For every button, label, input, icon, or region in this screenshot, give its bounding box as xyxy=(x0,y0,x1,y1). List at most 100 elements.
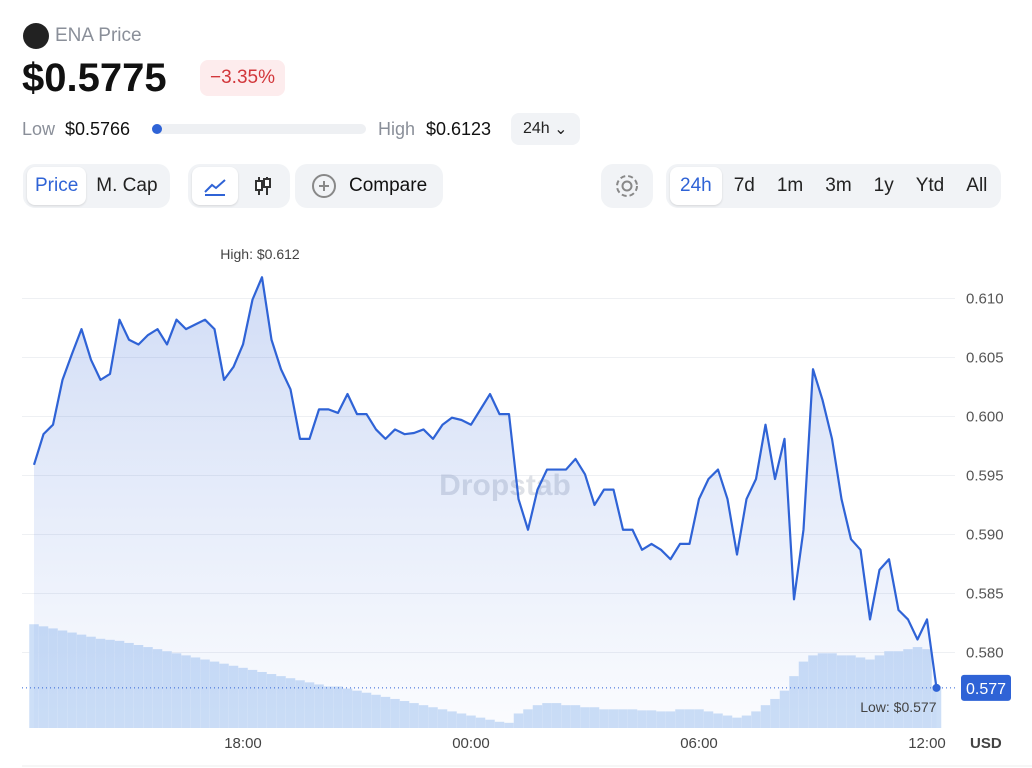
volume-bar xyxy=(76,634,87,728)
volume-bar xyxy=(57,630,68,728)
volume-bar xyxy=(124,642,134,728)
x-tick-label: 12:00 xyxy=(908,735,946,752)
tab-price[interactable]: Price xyxy=(27,167,87,205)
volume-bar xyxy=(380,696,391,728)
volume-bar xyxy=(542,703,552,728)
volume-bar xyxy=(209,661,220,728)
volume-bar xyxy=(722,715,733,728)
line-chart-btn[interactable] xyxy=(192,167,238,205)
settings-btn[interactable] xyxy=(601,164,653,208)
volume-bar xyxy=(409,703,419,728)
volume-bar xyxy=(190,657,201,728)
timeframe-tab[interactable]: 1y xyxy=(873,175,894,196)
volume-bar xyxy=(504,722,514,728)
volume-bar xyxy=(789,676,799,728)
volume-bar xyxy=(589,707,600,728)
volume-bar xyxy=(314,684,324,728)
volume-bar xyxy=(770,698,780,728)
volume-bar xyxy=(684,709,695,728)
volume-bar xyxy=(257,671,267,728)
volume-bar xyxy=(342,688,353,728)
volume-bar xyxy=(931,686,942,728)
candle-chart-btn[interactable] xyxy=(240,167,286,205)
volume-bar xyxy=(855,657,866,728)
volume-bar xyxy=(447,711,457,728)
low-annotation: Low: $0.577 xyxy=(860,699,936,715)
compare-text: Compare xyxy=(349,175,428,196)
timeframe-tab[interactable]: 3m xyxy=(825,175,852,196)
candle-icon xyxy=(255,177,271,195)
timeframe-tab[interactable]: Ytd xyxy=(915,175,945,196)
volume-bar xyxy=(874,655,885,728)
y-tick-label: 0.605 xyxy=(966,349,1004,366)
volume-bar xyxy=(428,707,438,728)
volume-bar xyxy=(276,676,286,728)
timeframe-tab[interactable]: 1m xyxy=(776,175,804,196)
range-select[interactable]: 24h ⌄ xyxy=(511,113,580,145)
price-badge-text: 0.577 xyxy=(966,681,1006,698)
volume-bar xyxy=(922,649,932,728)
range-select-text: 24h xyxy=(523,120,550,137)
volume-bar xyxy=(741,715,752,728)
high-value: $0.6123 xyxy=(426,119,492,139)
y-tick-label: 0.600 xyxy=(966,408,1004,425)
x-tick-label: 18:00 xyxy=(224,735,262,752)
timeframe-tab[interactable]: 7d xyxy=(733,175,755,196)
timeframe-tab[interactable]: All xyxy=(966,175,988,196)
plus-icon xyxy=(312,174,336,198)
volume-bar xyxy=(114,640,125,728)
price-area xyxy=(34,277,937,728)
low-value: $0.5766 xyxy=(65,119,131,139)
volume-bar xyxy=(570,705,581,728)
x-tick-label: 00:00 xyxy=(452,735,490,752)
y-tick-label: 0.580 xyxy=(966,644,1004,661)
volume-bar xyxy=(238,667,248,728)
price-line xyxy=(32,276,938,689)
volume-bar xyxy=(561,705,571,728)
volume-bar xyxy=(599,709,609,728)
currency-label: USD xyxy=(970,735,1002,752)
price-badge xyxy=(961,674,1011,701)
volume-bar xyxy=(912,647,923,728)
volume-bar xyxy=(760,705,771,728)
high-label: High xyxy=(378,119,416,139)
watermark: Dropstab xyxy=(439,469,571,502)
timeframe-tab[interactable]: 24h xyxy=(670,167,722,205)
y-tick-label: 0.595 xyxy=(966,467,1004,484)
volume-bar xyxy=(893,651,904,728)
volume-bar xyxy=(798,661,809,728)
tab-mcap[interactable]: M. Cap xyxy=(96,175,158,196)
y-tick-label: 0.590 xyxy=(966,526,1004,543)
volume-bar xyxy=(352,690,362,728)
last-point xyxy=(932,683,941,692)
line-icon xyxy=(204,179,226,196)
volume-bar xyxy=(884,651,894,728)
chart-style xyxy=(188,164,290,208)
volume-bar xyxy=(751,711,761,728)
compare-btn[interactable]: Compare xyxy=(295,164,444,208)
volume-bar xyxy=(361,692,372,728)
volume-bar xyxy=(656,711,666,728)
volume-bar xyxy=(456,713,467,728)
volume-bar xyxy=(181,655,191,728)
volume-bar xyxy=(494,721,505,728)
volume-bar xyxy=(475,717,486,728)
y-tick-label: 0.610 xyxy=(966,290,1004,307)
volume-bar xyxy=(67,632,77,728)
volume-bar xyxy=(323,686,334,728)
volume-bar xyxy=(466,715,476,728)
coin-icon xyxy=(23,23,49,49)
volume-bar xyxy=(29,624,39,728)
price-change: −3.35% xyxy=(200,60,285,96)
volume-bar xyxy=(219,663,229,728)
volume-bar xyxy=(732,717,742,728)
volume-bar xyxy=(665,711,676,728)
volume-bar xyxy=(95,638,106,728)
volume-bar xyxy=(418,705,429,728)
volume-bar xyxy=(808,655,818,728)
timeframe-tabs: 24h 7d 1m 3m 1y Ytd All xyxy=(666,164,1002,208)
volume-bar xyxy=(627,709,638,728)
volume-bar xyxy=(399,701,410,728)
volume-bar xyxy=(608,709,619,728)
